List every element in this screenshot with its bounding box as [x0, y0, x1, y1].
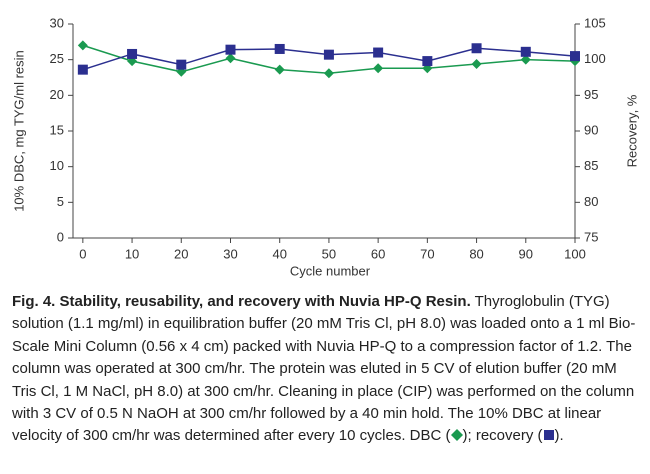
diamond-marker	[471, 58, 482, 69]
square-marker	[373, 47, 384, 58]
x-tick-label: 50	[322, 246, 336, 261]
y2-tick-label: 80	[584, 194, 598, 209]
y-tick-label: 5	[57, 194, 64, 209]
diamond-marker	[373, 63, 384, 74]
square-marker	[176, 59, 187, 70]
caption: Fig. 4. Stability, reusability, and reco…	[12, 291, 644, 448]
chart: Cycle number 10% DBC, mg TYG/ml resin Re…	[11, 15, 639, 278]
x-tick-label: 90	[519, 246, 533, 261]
x-tick-label: 70	[420, 246, 434, 261]
square-marker	[471, 43, 482, 54]
y-tick-label: 15	[50, 122, 64, 137]
diamond-marker	[274, 64, 285, 75]
diamond-marker	[225, 53, 236, 64]
square-marker	[323, 49, 334, 60]
y2-axis-label: Recovery, %	[624, 94, 639, 167]
x-axis-label: Cycle number	[290, 263, 371, 278]
x-tick-label: 100	[564, 246, 586, 261]
y2-tick-label: 75	[584, 229, 598, 244]
y-tick-label: 25	[50, 51, 64, 66]
x-tick-label: 20	[174, 246, 188, 261]
y-tick-label: 30	[50, 15, 64, 30]
y2-tick-label: 90	[584, 122, 598, 137]
y2-tick-label: 85	[584, 158, 598, 173]
square-marker	[570, 51, 580, 62]
caption-text: ).	[554, 427, 564, 445]
y2-tick-label: 95	[584, 87, 598, 102]
caption-text: Thyroglobulin (TYG) solution (1.1 mg/ml)…	[12, 293, 636, 445]
caption-text: ); recovery (	[462, 427, 543, 445]
square-marker	[422, 56, 433, 67]
diamond-marker	[520, 54, 531, 65]
legend-square	[543, 430, 554, 441]
legend-symbol	[450, 429, 463, 442]
square-marker	[77, 64, 88, 75]
y-axis-label: 10% DBC, mg TYG/ml resin	[11, 50, 26, 212]
diamond-marker	[323, 68, 334, 79]
caption-label: Fig. 4. Stability, reusability, and reco…	[12, 293, 471, 310]
legend-diamond	[450, 429, 463, 442]
square-marker	[127, 48, 138, 59]
x-tick-label: 60	[371, 246, 385, 261]
x-tick-label: 30	[223, 246, 237, 261]
y-tick-label: 10	[50, 158, 64, 173]
square-marker	[274, 43, 285, 54]
y2-tick-label: 105	[584, 15, 606, 30]
x-tick-label: 40	[272, 246, 286, 261]
square-marker	[520, 46, 531, 57]
x-tick-label: 80	[469, 246, 483, 261]
y-tick-label: 0	[57, 229, 64, 244]
x-tick-label: 0	[79, 246, 86, 261]
legend-symbol	[543, 430, 554, 441]
x-tick-label: 10	[125, 246, 139, 261]
square-marker	[225, 44, 236, 55]
y2-tick-label: 100	[584, 51, 606, 66]
y-tick-label: 20	[50, 87, 64, 102]
diamond-marker	[77, 40, 88, 51]
